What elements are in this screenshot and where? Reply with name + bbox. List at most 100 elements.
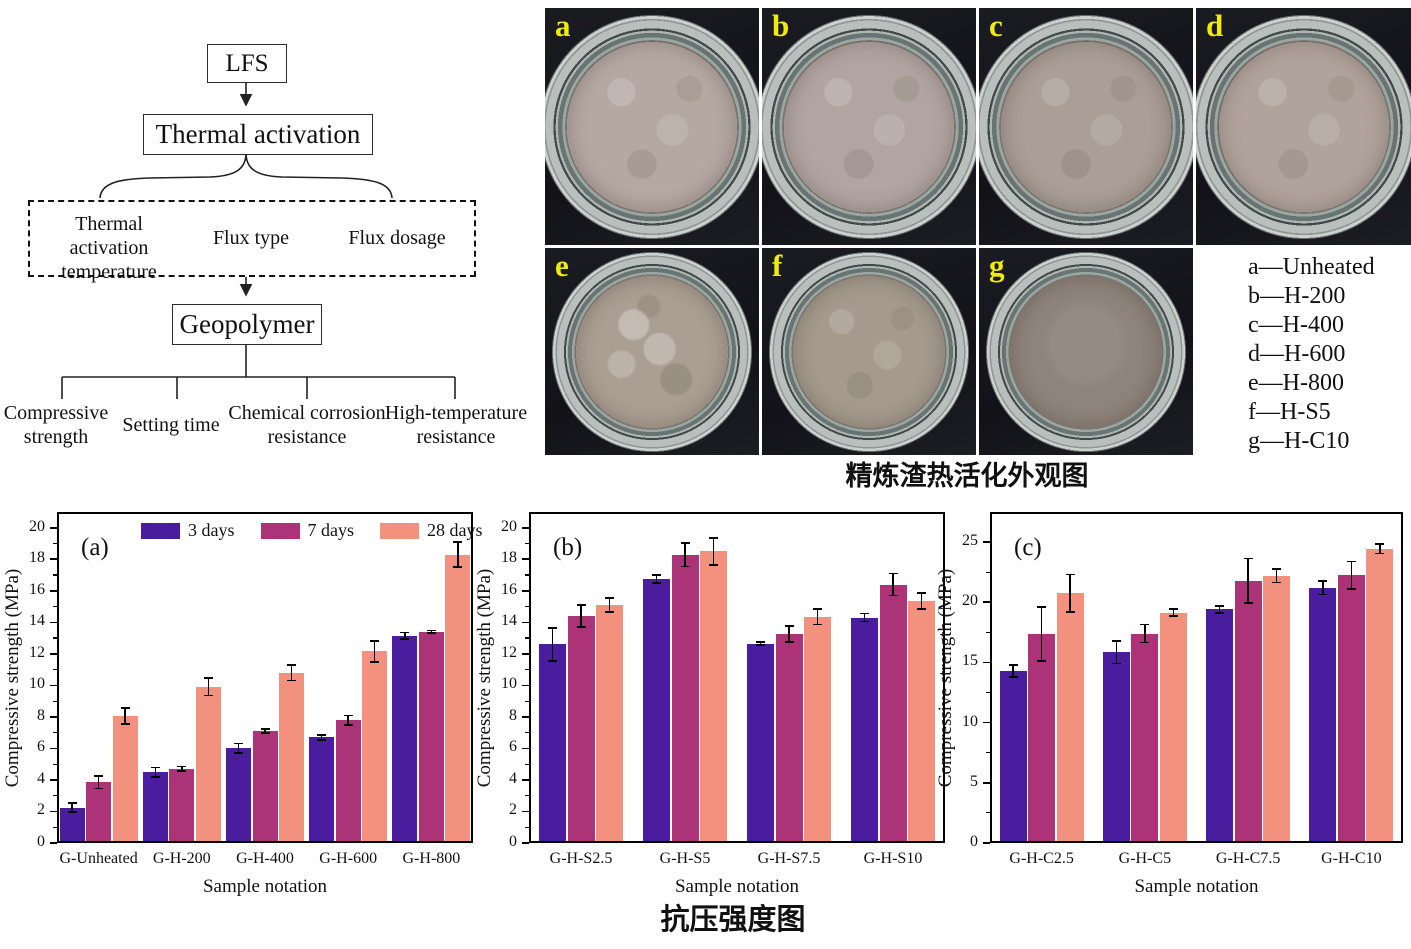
error-bar-a [71,802,73,813]
error-bar-c [1322,581,1324,595]
error-bar-b [684,542,686,567]
flowchart-param-flux-type: Flux type [212,227,290,249]
y-tick-label-b: 6 [509,738,517,756]
chart-legend: 3 days 7 days 28 days [141,520,483,541]
error-cap-bottom-a [317,738,327,741]
process-flowchart: LFS Thermal activation Thermal activatio… [0,0,545,470]
sieve-dish [552,251,752,452]
photo-letter-label: g [989,248,1005,283]
error-cap-top-a [260,728,270,730]
error-cap-bottom-c [1168,615,1178,617]
bar-c-3days-G-H-C5 [1102,652,1130,843]
y-tick-label-b: 20 [501,517,517,535]
bar-a-7days-G-H-600 [335,720,361,843]
y-tick-b [522,653,529,655]
y-minor-tick-a [53,763,57,765]
y-minor-tick-b [525,637,529,639]
error-cap-bottom-c [1272,581,1282,584]
x-category-label-b: G-H-S10 [863,850,923,867]
photo-legend-entry: g—H-C10 [1248,428,1350,454]
bar-a-7days-G-H-800 [418,631,444,843]
error-bar-b [655,575,658,583]
y-tick-a [50,653,57,655]
photos-caption: 精炼渣热活化外观图 [845,461,1089,491]
bar-b-28days-G-H-S2.5 [596,604,623,843]
x-category-label-a: G-H-600 [319,850,378,867]
bar-b-28days-G-H-S5 [700,551,727,843]
x-category-label-a: G-Unheated [59,850,138,867]
y-tick-b [522,810,529,813]
flowchart-outcome-setting-time: Setting time [122,414,220,436]
error-bar-b [816,608,819,625]
panel-label-b: (b) [553,534,583,561]
error-cap-bottom-c [1318,593,1328,596]
y-minor-tick-b [525,826,529,828]
y-minor-tick-c [986,691,990,694]
y-tick-label-b: 2 [509,801,517,819]
y-tick-a [50,590,57,592]
error-cap-top-a [453,541,463,543]
error-bar-c [1115,640,1118,664]
y-tick-label-c: 15 [962,652,978,670]
y-tick-c [983,721,990,724]
error-cap-bottom-b [605,611,614,613]
error-bar-a [181,766,183,772]
x-axis-title-a: Sample notation [202,876,327,897]
error-bar-a [97,776,100,789]
x-category-label-a: G-H-800 [402,850,461,867]
bar-c-7days-G-H-C5 [1131,633,1159,843]
y-tick-a [50,810,57,813]
flowchart-connectors [61,81,456,399]
error-cap-top-a [287,664,296,666]
error-bar-b [712,538,715,565]
x-category-label-b: G-H-S7.5 [757,850,821,867]
error-cap-top-a [67,802,77,804]
sample-photo-g: g [979,248,1193,455]
legend-swatch-7days [260,522,300,539]
bar-a-7days-G-H-400 [252,731,278,843]
error-bar-c [1247,558,1249,603]
x-category-label-a: G-H-400 [236,850,294,867]
legend-swatch-28days [380,522,419,539]
bar-b-7days-G-H-S7.5 [775,634,803,843]
error-cap-top-c [1318,580,1328,582]
error-bar-c [1012,664,1014,677]
legend-label: 3 days [188,520,235,540]
error-cap-top-b [784,625,794,628]
bar-b-3days-G-H-S7.5 [747,643,774,843]
error-cap-top-b [652,574,661,576]
flowchart-param-temperature: Thermal activation temperature [61,213,157,283]
error-cap-top-c [1037,606,1047,608]
error-cap-bottom-a [203,694,213,697]
sample-photo-b: b [762,8,976,245]
error-cap-top-c [1065,573,1075,576]
y-tick-b [522,558,529,561]
bar-a-3days-G-H-800 [392,635,418,843]
chart-legend-item: 28 days [380,520,483,541]
sample-photo-a: a [545,8,759,245]
bar-a-3days-G-H-400 [226,748,251,843]
error-bar-b [920,593,923,609]
bar-c-3days-G-H-C7.5 [1206,609,1234,843]
legend-swatch-3days [141,522,180,539]
bar-b-3days-G-H-S5 [643,578,670,843]
bar-b-7days-G-H-S5 [671,554,699,843]
error-cap-bottom-b [709,564,718,566]
error-bar-b [580,604,582,628]
error-cap-top-a [317,734,327,736]
y-tick-a [50,684,57,687]
y-minor-tick-c [986,571,990,573]
y-tick-label-b: 0 [509,833,517,850]
y-tick-label-a: 14 [29,612,45,630]
bar-b-7days-G-H-S2.5 [567,616,595,843]
x-category-label-b: G-H-S5 [659,850,711,867]
bar-c-3days-G-H-C2.5 [999,670,1027,843]
error-bar-a [124,708,126,724]
error-cap-top-b [680,541,690,544]
bar-a-3days-G-Unheated [59,807,85,843]
error-cap-top-c [1140,623,1150,626]
y-tick-c [983,782,990,784]
error-bar-c [1069,574,1071,612]
bar-c-28days-G-H-C5 [1159,612,1187,843]
